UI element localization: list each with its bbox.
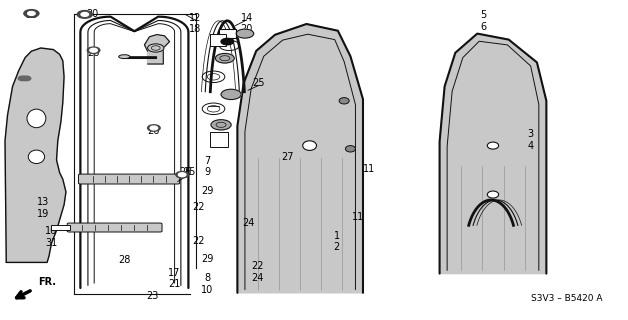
- Ellipse shape: [487, 142, 499, 149]
- Text: 3: 3: [528, 129, 534, 139]
- Text: 13: 13: [36, 197, 49, 207]
- Circle shape: [236, 29, 254, 38]
- Text: 11: 11: [363, 164, 376, 174]
- Text: 21: 21: [168, 279, 181, 289]
- Polygon shape: [5, 48, 66, 262]
- Text: 29: 29: [201, 253, 214, 264]
- Circle shape: [150, 126, 158, 130]
- Ellipse shape: [27, 109, 46, 128]
- Text: S3V3 – B5420 A: S3V3 – B5420 A: [531, 294, 603, 303]
- Text: FR.: FR.: [38, 277, 56, 287]
- Circle shape: [178, 173, 186, 177]
- Text: 19: 19: [36, 209, 49, 220]
- Text: 25: 25: [252, 78, 265, 88]
- Text: 26: 26: [148, 125, 160, 136]
- Circle shape: [148, 44, 164, 52]
- Text: 18: 18: [188, 24, 201, 35]
- Polygon shape: [440, 34, 546, 274]
- Text: 1: 1: [333, 231, 340, 241]
- Text: 10: 10: [201, 284, 214, 295]
- Text: 8: 8: [204, 273, 210, 283]
- Circle shape: [87, 47, 100, 53]
- Text: 5: 5: [480, 10, 487, 20]
- Ellipse shape: [487, 191, 499, 198]
- Text: 20: 20: [241, 24, 253, 35]
- Text: 23: 23: [146, 291, 159, 301]
- Text: 24: 24: [251, 273, 264, 283]
- Circle shape: [24, 10, 39, 17]
- Text: 22: 22: [251, 261, 264, 271]
- Bar: [210, 34, 226, 46]
- Polygon shape: [144, 35, 170, 64]
- Text: 7: 7: [204, 156, 210, 166]
- Text: 22: 22: [192, 202, 205, 212]
- Circle shape: [176, 172, 188, 178]
- Ellipse shape: [119, 55, 130, 59]
- Ellipse shape: [339, 98, 349, 104]
- Text: 30: 30: [25, 10, 38, 20]
- Text: 30: 30: [86, 9, 99, 19]
- Circle shape: [28, 12, 35, 15]
- Circle shape: [148, 125, 160, 131]
- Text: 2: 2: [333, 242, 340, 252]
- Text: 29: 29: [201, 186, 214, 196]
- FancyBboxPatch shape: [67, 223, 162, 232]
- Text: 15: 15: [183, 167, 196, 177]
- Text: 27: 27: [281, 152, 294, 163]
- Bar: [51, 225, 70, 230]
- Circle shape: [90, 48, 97, 52]
- Bar: [210, 132, 228, 147]
- Text: 11: 11: [352, 212, 364, 222]
- Text: 31: 31: [45, 238, 58, 248]
- Text: 28: 28: [118, 255, 131, 266]
- Text: 24: 24: [242, 218, 255, 228]
- Circle shape: [81, 12, 89, 16]
- Text: 4: 4: [528, 140, 534, 151]
- Ellipse shape: [345, 146, 355, 152]
- Polygon shape: [237, 24, 363, 293]
- Circle shape: [215, 53, 234, 63]
- FancyBboxPatch shape: [78, 174, 180, 184]
- Text: 17: 17: [168, 268, 181, 278]
- Circle shape: [22, 76, 31, 81]
- Text: 26: 26: [87, 48, 99, 58]
- Text: 22: 22: [192, 236, 205, 246]
- Bar: [219, 29, 236, 38]
- Text: 9: 9: [204, 167, 210, 177]
- Ellipse shape: [28, 150, 45, 164]
- Circle shape: [18, 76, 27, 81]
- Circle shape: [221, 38, 234, 45]
- Text: 26: 26: [180, 167, 192, 177]
- Text: 16: 16: [45, 226, 58, 236]
- Circle shape: [77, 11, 92, 18]
- Circle shape: [221, 89, 241, 100]
- Text: 6: 6: [480, 22, 487, 32]
- Text: 14: 14: [241, 12, 253, 23]
- Circle shape: [211, 120, 231, 130]
- Text: 12: 12: [188, 12, 201, 23]
- Ellipse shape: [303, 141, 317, 150]
